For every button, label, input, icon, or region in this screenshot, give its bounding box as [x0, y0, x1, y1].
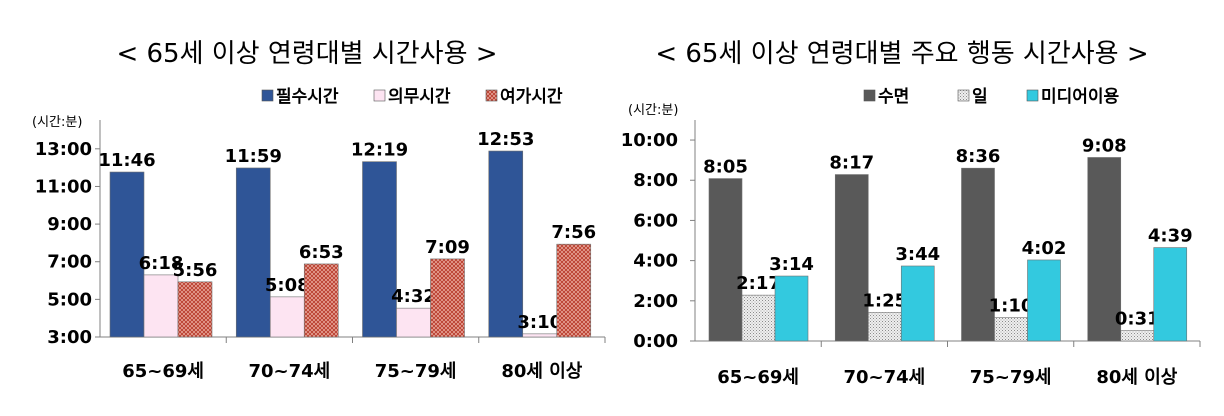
data-label: 4:32 [391, 286, 436, 307]
legend-swatch [485, 89, 498, 102]
legend-label: 일 [972, 87, 988, 107]
data-label: 7:56 [551, 222, 596, 243]
bar [900, 265, 935, 342]
x-tick-label: 70~74세 [844, 367, 926, 388]
bar [488, 150, 524, 338]
unit-label: (시간:분) [628, 103, 678, 118]
y-tick-label: 6:00 [633, 210, 678, 231]
data-label: 4:39 [1148, 226, 1193, 247]
x-tick-label: 80세 이상 [1096, 367, 1177, 388]
data-label: 1:25 [862, 291, 907, 312]
y-tick-label: 5:00 [47, 289, 92, 310]
bar [994, 317, 1028, 342]
legend-label: 필수시간 [276, 87, 339, 107]
data-label: 11:46 [98, 150, 155, 171]
bar [522, 333, 558, 338]
x-tick-label: 65~69세 [122, 361, 204, 382]
data-label: 12:53 [477, 129, 534, 150]
bar [269, 296, 305, 338]
data-label: 5:56 [173, 260, 218, 281]
data-label: 4:02 [1022, 238, 1067, 259]
legend-swatch [863, 89, 876, 102]
bar [362, 161, 397, 338]
data-label: 6:53 [299, 242, 344, 263]
data-label: 12:19 [351, 140, 408, 161]
chart-1: < 65세 이상 연령대별 시간사용 > (시간:분) 필수시간 의무시간 여가시간 3:… [32, 39, 606, 382]
data-label: 7:09 [425, 237, 470, 258]
data-label: 8:36 [956, 146, 1001, 167]
x-tick-label: 75~79세 [375, 361, 457, 382]
unit-label: (시간:분) [32, 115, 82, 130]
x-tick-label: 70~74세 [249, 361, 331, 382]
legend-swatch [261, 89, 274, 102]
data-label: 3:14 [769, 254, 814, 275]
legend-label: 의무시간 [388, 87, 451, 107]
y-tick-label: 8:00 [633, 170, 678, 191]
bar [834, 174, 869, 342]
bar [867, 312, 902, 342]
legend-label: 수면 [878, 87, 909, 107]
legend-label: 여가시간 [500, 87, 563, 107]
chart-2: < 65세 이상 연령대별 주요 행동 시간사용 > (시간:분) 수면 일 미디어이용… [621, 39, 1201, 388]
y-tick-label: 13:00 [35, 139, 92, 160]
bar [961, 167, 995, 342]
bar [235, 167, 271, 338]
data-label: 6:18 [139, 253, 184, 274]
bar [430, 258, 465, 338]
bar [556, 243, 592, 338]
bar [396, 307, 431, 338]
data-label: 8:05 [703, 157, 748, 178]
x-tick-label: 65~69세 [717, 367, 799, 388]
bar [1153, 247, 1188, 342]
bar [303, 263, 339, 338]
bar [177, 281, 213, 338]
y-tick-label: 2:00 [633, 291, 678, 312]
data-label: 9:08 [1082, 135, 1127, 156]
data-label: 2:17 [736, 273, 781, 294]
bar [109, 171, 145, 338]
bar [774, 275, 809, 342]
data-label: 5:08 [265, 275, 310, 296]
data-label: 1:10 [989, 296, 1034, 317]
x-tick-label: 75~79세 [970, 367, 1052, 388]
x-tick-label: 80세 이상 [501, 361, 582, 382]
data-label: 8:17 [829, 153, 874, 174]
y-tick-label: 3:00 [47, 327, 92, 348]
legend-swatch [373, 89, 386, 102]
y-tick-label: 4:00 [633, 251, 678, 272]
data-label: 3:44 [895, 244, 940, 265]
chart-title: < 65세 이상 연령대별 주요 행동 시간사용 > [655, 39, 1148, 69]
data-label: 11:59 [225, 146, 282, 167]
chart-title: < 65세 이상 연령대별 시간사용 > [116, 39, 497, 69]
bar [741, 294, 776, 342]
bar [1087, 157, 1122, 342]
legend-label: 미디어이용 [1041, 87, 1120, 107]
y-tick-label: 7:00 [47, 252, 92, 273]
legend-swatch [957, 89, 970, 102]
y-tick-label: 10:00 [621, 130, 678, 151]
y-tick-label: 11:00 [35, 176, 92, 197]
data-label: 0:31 [1115, 309, 1160, 330]
bar [1027, 259, 1061, 342]
bar [1120, 330, 1155, 342]
legend-swatch [1026, 89, 1039, 102]
y-tick-label: 9:00 [47, 214, 92, 235]
bar [708, 178, 743, 342]
bar [143, 274, 179, 338]
data-label: 3:10 [517, 312, 562, 333]
y-tick-label: 0:00 [633, 331, 678, 352]
